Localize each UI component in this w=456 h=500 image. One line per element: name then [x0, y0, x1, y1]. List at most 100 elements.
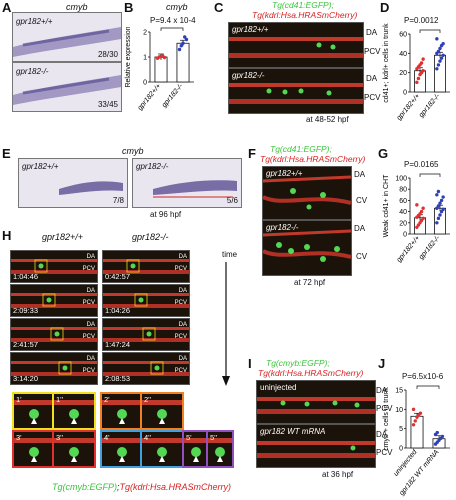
panel-h-wt-da-3: DA [86, 322, 95, 328]
panel-a-title: cmyb [66, 2, 88, 12]
panel-i-bottom-label: gpr182 WT mRNA [260, 427, 326, 436]
chart-b-bar-0 [154, 56, 168, 83]
panel-e-wt-count: 7/8 [112, 196, 124, 205]
panel-b-letter: B [124, 0, 134, 15]
chart-b-point-1-2 [181, 41, 185, 45]
panel-h-wt-da-2: DA [86, 288, 95, 294]
panel-h-wt-pcv-3: PCV [82, 334, 95, 340]
chart-j-ylabel: cmyb + cells in trunk [383, 387, 390, 451]
chart-j-significance-bracket [416, 385, 440, 389]
panel-e-wt-image: gpr182+/+ 7/8 [18, 158, 128, 208]
panel-h-mut-frame-3: 1:47:24 DA PCV [102, 318, 190, 351]
panel-i-bottom-pcv: PCV [376, 448, 393, 457]
panel-h-mut-da-3: DA [178, 322, 187, 328]
panel-g-pvalue: P=0.0165 [404, 160, 439, 169]
chart-b-ylabel: Relative expression [125, 26, 132, 87]
chart-b-point-1-3 [183, 35, 187, 39]
panel-c-mut-image: gpr182-/- [228, 68, 364, 114]
panel-h-mut-da-1: DA [178, 254, 187, 260]
panel-h-mut-frame-1: 0:42:57 DA PCV [102, 250, 190, 283]
panel-h-wt-pcv-1: PCV [82, 266, 95, 272]
panel-h-inset-6: 3'' [52, 430, 96, 468]
panel-f-wt-label: gpr182+/+ [266, 169, 303, 178]
panel-h-wt-da-1: DA [86, 254, 95, 260]
panel-e-title: cmyb [122, 146, 144, 156]
chart-b: 0 1 2 Relative expression gpr182+/+gpr182-/- [125, 26, 194, 112]
chart-b-ytick-label-1: 1 [143, 55, 147, 62]
panel-h-inset-3: 2' [100, 392, 144, 430]
chart-b-point-0-4 [162, 55, 167, 60]
chart-d-point-0-4 [421, 69, 425, 73]
panel-e-mut-label: gpr182-/- [136, 162, 169, 171]
panel-h-inset-label-10: 5'' [210, 433, 218, 442]
panel-a-mut-image: gpr182-/- 33/45 [12, 62, 122, 112]
panel-h-mut-frame-4: 2:08:53 DA PCV [102, 352, 190, 385]
panel-h-caption: Tg(cmyb:EGFP);Tg(kdrl:Hsa.HRASmCherry) [52, 482, 231, 492]
chart-g: 0 20 40 60 80 100 Weak cd41+ in CHT gpr182+/+gp… [383, 173, 450, 264]
chart-b-ytick-label-0: 0 [143, 80, 147, 87]
chart-g-point-0-9 [421, 206, 425, 210]
chart-g-point-1-1 [436, 216, 441, 221]
panel-c-wt-image: gpr182+/+ [228, 22, 364, 68]
panel-d-letter: D [380, 0, 390, 15]
chart-j-point-0-1 [413, 419, 417, 423]
panel-c-wt-da: DA [366, 28, 378, 37]
chart-j-ytick-label-0: 0 [399, 446, 403, 453]
chart-g-ytick-label-2: 40 [399, 209, 407, 216]
panel-h-inset-label-9: 5' [186, 433, 192, 442]
panel-h-inset-4: 2'' [140, 392, 184, 430]
panel-h-caption-sep: ; [117, 482, 120, 492]
panel-f-mut-label: gpr182-/- [266, 223, 299, 232]
panel-f-wt-image: gpr182+/+ [262, 166, 352, 220]
panel-i-top-image: uninjected [256, 380, 376, 424]
panel-h-inset-label-8: 4'' [144, 433, 152, 442]
panel-h-inset-label-4: 2'' [144, 395, 152, 404]
panel-c-letter: C [214, 0, 224, 15]
panel-a-wt-image: gpr182+/+ 28/30 [12, 12, 122, 62]
chart-d-point-1-0 [435, 67, 439, 71]
panel-h-inset-10: 5'' [206, 430, 234, 468]
panel-a-wt-count: 28/30 [97, 50, 118, 59]
chart-b-ytick-label-2: 2 [143, 30, 147, 37]
chart-d-point-1-2 [438, 59, 442, 63]
panel-h-caption-green: Tg(cmyb:EGFP) [52, 482, 118, 492]
chart-d-significance-bracket [419, 29, 441, 33]
chart-d-point-1-10 [435, 37, 439, 41]
chart-j-point-0-0 [411, 423, 416, 427]
chart-b-point-1-0 [177, 47, 182, 52]
chart-g-point-1-2 [438, 213, 442, 217]
panel-h-inset-label-7: 4' [104, 433, 110, 442]
chart-j-point-1-6 [435, 430, 439, 435]
panel-h-mut-pcv-4: PCV [174, 368, 187, 374]
panel-e-wt-label: gpr182+/+ [22, 162, 59, 171]
panel-h-wt-timestamp-3: 2:41:57 [13, 340, 39, 349]
chart-j-point-0-5 [411, 407, 416, 412]
chart-g-point-1-11 [436, 189, 441, 194]
chart-d-point-0-1 [416, 76, 421, 81]
chart-g-ytick-label-1: 20 [399, 220, 407, 227]
chart-g-point-1-6 [436, 204, 441, 208]
panel-b-pvalue: P=9.4 x 10-4 [150, 16, 196, 25]
panel-c-title-red: Tg(kdrl:Hsa.HRASmCherry) [252, 10, 358, 20]
chart-g-ytick-label-5: 100 [395, 176, 407, 183]
panel-h-wt-frame-3: 2:41:57 DA PCV [10, 318, 98, 351]
panel-c-time: at 48-52 hpf [306, 115, 349, 124]
panel-h-mut-header: gpr182-/- [132, 232, 169, 242]
panel-h-wt-header: gpr182+/+ [42, 232, 84, 242]
panel-j-pvalue: P=6.5x10-6 [402, 372, 444, 381]
chart-d-point-0-9 [421, 57, 425, 61]
panel-h-letter: H [2, 228, 12, 243]
panel-c-wt-pcv: PCV [364, 47, 381, 56]
chart-g-point-1-8 [439, 198, 444, 203]
panel-f-mut-da: DA [354, 224, 366, 233]
panel-h-mut-da-4: DA [178, 356, 187, 362]
chart-g-point-1-10 [435, 193, 439, 197]
chart-d-point-1-1 [436, 63, 441, 67]
time-arrow-icon [222, 262, 230, 386]
panel-h-caption-red: Tg(kdrl:Hsa.HRASmCherry) [119, 482, 232, 492]
panel-h-inset-label-1: 1' [16, 395, 22, 404]
chart-g-xtick-label-0: gpr182+/+ [396, 235, 422, 264]
panel-h-inset-7: 4' [100, 430, 144, 468]
panel-h-mut-timestamp-3: 1:47:24 [105, 340, 131, 349]
panel-h-wt-frame-4: 3:14:20 DA PCV [10, 352, 98, 385]
